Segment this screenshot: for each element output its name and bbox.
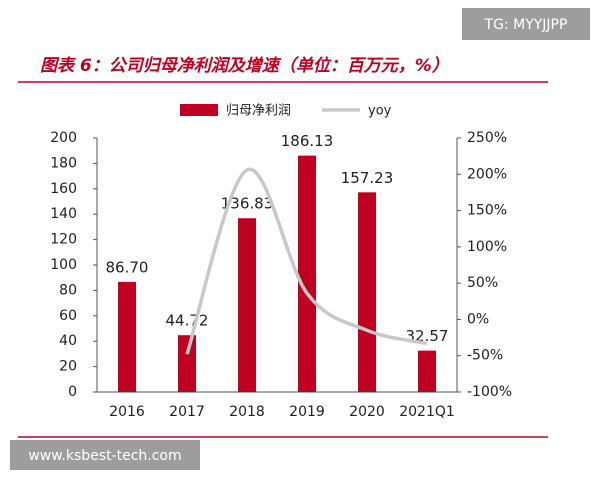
- x-tick-label: 2020: [349, 404, 385, 420]
- bar: [178, 335, 196, 392]
- watermark: www.ksbest-tech.com: [28, 448, 181, 464]
- y-tick-label: 20: [59, 359, 77, 375]
- bar: [418, 350, 436, 392]
- y-tick-label: 100: [50, 257, 77, 273]
- watermark-box: [462, 8, 590, 40]
- watermark-box: [10, 440, 200, 470]
- y2-tick-label: -100%: [467, 384, 512, 400]
- bar: [118, 281, 136, 392]
- bar: [238, 218, 256, 392]
- legend-label: yoy: [368, 104, 392, 119]
- data-label: 44.72: [166, 312, 209, 330]
- y-tick-label: 140: [50, 206, 77, 222]
- y-tick-label: 180: [50, 155, 77, 171]
- y2-tick-label: 100%: [467, 239, 507, 255]
- y2-tick-label: 250%: [467, 130, 507, 146]
- yoy-line: [185, 167, 428, 355]
- x-tick-label: 2019: [289, 404, 325, 420]
- x-tick-label: 2016: [109, 404, 145, 420]
- x-tick-label: 2021Q1: [399, 404, 455, 420]
- data-label: 136.83: [221, 195, 274, 213]
- bar: [298, 155, 316, 392]
- y2-tick-label: -50%: [467, 348, 503, 364]
- y2-tick-label: 50%: [467, 275, 498, 291]
- data-label: 157.23: [341, 169, 394, 187]
- y-tick-label: 40: [59, 333, 77, 349]
- y-tick-label: 160: [50, 181, 77, 197]
- x-tick-label: 2017: [169, 404, 205, 420]
- y-tick-label: 200: [50, 130, 77, 146]
- y-tick-label: 120: [50, 232, 77, 248]
- bar: [358, 192, 376, 392]
- y-tick-label: 80: [59, 282, 77, 298]
- legend-label: 归母净利润: [226, 104, 291, 119]
- y2-tick-label: 0%: [467, 311, 489, 327]
- y2-tick-label: 200%: [467, 166, 507, 182]
- data-label: 186.13: [281, 132, 334, 150]
- data-label: 86.70: [106, 258, 149, 276]
- y-tick-label: 0: [68, 384, 77, 400]
- legend-swatch: [180, 104, 218, 116]
- y2-tick-label: 150%: [467, 203, 507, 219]
- x-tick-label: 2018: [229, 404, 265, 420]
- chart-title: 图表 6：公司归母净利润及增速（单位：百万元，%）: [40, 56, 449, 76]
- y-tick-label: 60: [59, 308, 77, 324]
- watermark: TG: MYYJJPP: [484, 17, 568, 33]
